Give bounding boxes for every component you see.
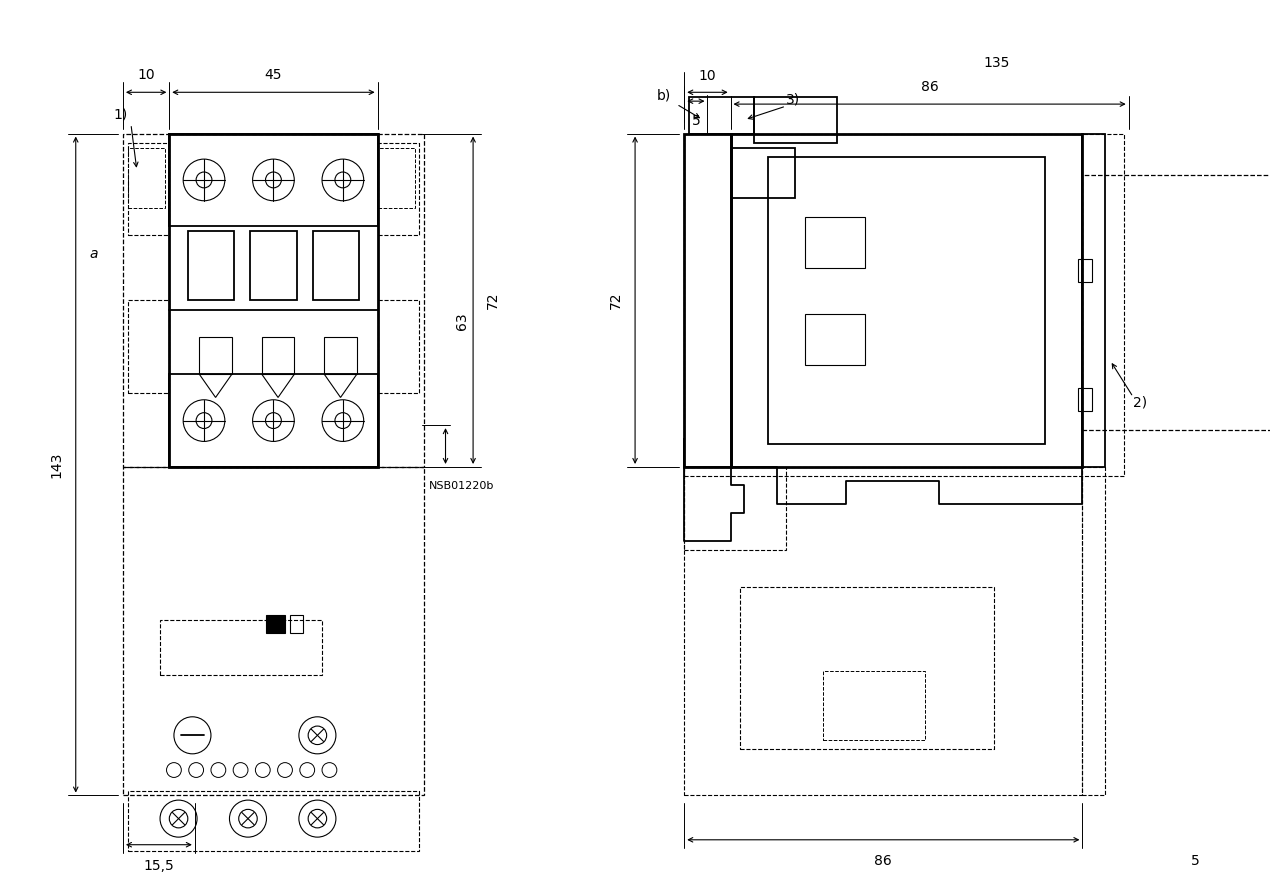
Text: 2): 2) xyxy=(1133,395,1147,409)
Bar xyxy=(169,374,378,467)
Bar xyxy=(324,338,357,374)
Text: 5: 5 xyxy=(691,114,700,128)
Bar xyxy=(200,338,232,374)
Text: 5: 5 xyxy=(1192,853,1201,867)
Text: 10: 10 xyxy=(137,68,155,82)
Bar xyxy=(740,588,995,749)
Bar xyxy=(312,231,360,300)
Bar xyxy=(1078,259,1092,282)
Bar xyxy=(1078,389,1092,411)
Bar xyxy=(731,133,1083,467)
Bar xyxy=(123,467,424,795)
Bar xyxy=(1083,467,1106,795)
Bar xyxy=(754,96,837,143)
Bar xyxy=(128,791,420,851)
Text: 143: 143 xyxy=(50,452,64,478)
Bar xyxy=(123,133,424,467)
Text: 72: 72 xyxy=(486,291,500,309)
Bar xyxy=(160,620,323,675)
Bar xyxy=(266,615,285,633)
Text: 15,5: 15,5 xyxy=(143,859,174,873)
Bar xyxy=(128,143,169,235)
Bar xyxy=(251,231,297,300)
Bar xyxy=(188,231,234,300)
Text: 86: 86 xyxy=(874,853,892,867)
Bar xyxy=(768,157,1046,444)
Text: a: a xyxy=(90,247,99,261)
Bar xyxy=(685,133,731,467)
Bar xyxy=(823,671,925,740)
Text: 72: 72 xyxy=(609,291,623,309)
Text: 10: 10 xyxy=(699,69,717,83)
Bar xyxy=(731,147,795,198)
Bar xyxy=(169,133,378,226)
Bar xyxy=(378,147,415,208)
Text: b): b) xyxy=(657,88,671,102)
Text: 3): 3) xyxy=(786,92,800,106)
Text: NSB01220b: NSB01220b xyxy=(429,481,494,491)
Bar xyxy=(128,147,165,208)
Bar xyxy=(685,467,786,550)
Bar xyxy=(685,467,1083,795)
Text: 135: 135 xyxy=(983,55,1010,69)
Text: 86: 86 xyxy=(920,81,938,94)
Bar xyxy=(689,96,754,133)
Text: 63: 63 xyxy=(456,312,470,330)
Bar xyxy=(378,300,420,393)
Bar xyxy=(128,300,169,393)
Bar xyxy=(685,133,1124,476)
Bar xyxy=(805,217,865,267)
Text: 45: 45 xyxy=(265,68,282,82)
Bar xyxy=(805,314,865,365)
Bar xyxy=(1083,133,1106,467)
Bar xyxy=(289,615,302,633)
Bar xyxy=(169,133,378,467)
Bar xyxy=(1083,175,1280,430)
Bar xyxy=(378,143,420,235)
Bar xyxy=(262,338,294,374)
Text: 1): 1) xyxy=(113,108,128,122)
